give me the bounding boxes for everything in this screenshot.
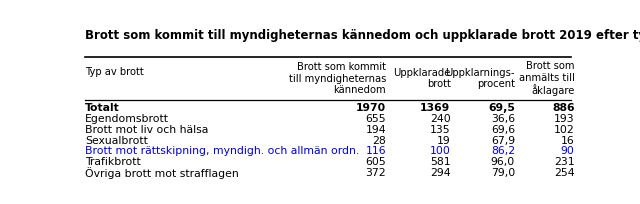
Text: 19: 19 [436,136,451,146]
Text: 194: 194 [365,125,386,135]
Text: 886: 886 [552,103,575,113]
Text: 605: 605 [365,157,386,167]
Text: 100: 100 [429,146,451,156]
Text: 102: 102 [554,125,575,135]
Text: 294: 294 [430,168,451,178]
Text: 240: 240 [430,114,451,124]
Text: 116: 116 [365,146,386,156]
Text: Egendomsbrott: Egendomsbrott [85,114,169,124]
Text: 135: 135 [430,125,451,135]
Text: 231: 231 [554,157,575,167]
Text: 69,6: 69,6 [491,125,515,135]
Text: 79,0: 79,0 [491,168,515,178]
Text: Brott mot liv och hälsa: Brott mot liv och hälsa [85,125,209,135]
Text: Brott mot rättskipning, myndigh. och allmän ordn.: Brott mot rättskipning, myndigh. och all… [85,146,359,156]
Text: Övriga brott mot strafflagen: Övriga brott mot strafflagen [85,167,239,179]
Text: Uppklarade
brott: Uppklarade brott [393,68,451,90]
Text: 96,0: 96,0 [491,157,515,167]
Text: 1369: 1369 [420,103,451,113]
Text: 1970: 1970 [356,103,386,113]
Text: 28: 28 [372,136,386,146]
Text: Uppklarnings-
procent: Uppklarnings- procent [445,68,515,90]
Text: Sexualbrott: Sexualbrott [85,136,148,146]
Text: Totalt: Totalt [85,103,120,113]
Text: Brott som kommit
till myndigheternas
kännedom: Brott som kommit till myndigheternas kän… [289,62,386,95]
Text: 69,5: 69,5 [488,103,515,113]
Text: 372: 372 [365,168,386,178]
Text: 581: 581 [430,157,451,167]
Text: 90: 90 [561,146,575,156]
Text: 655: 655 [365,114,386,124]
Text: 86,2: 86,2 [491,146,515,156]
Text: Trafikbrott: Trafikbrott [85,157,141,167]
Text: 16: 16 [561,136,575,146]
Text: 254: 254 [554,168,575,178]
Text: Brott som
anmälts till
åklagare: Brott som anmälts till åklagare [518,61,575,96]
Text: Typ av brott: Typ av brott [85,67,144,77]
Text: 67,9: 67,9 [491,136,515,146]
Text: Brott som kommit till myndigheternas kännedom och uppklarade brott 2019 efter ty: Brott som kommit till myndigheternas kän… [85,29,640,42]
Text: 36,6: 36,6 [491,114,515,124]
Text: 193: 193 [554,114,575,124]
